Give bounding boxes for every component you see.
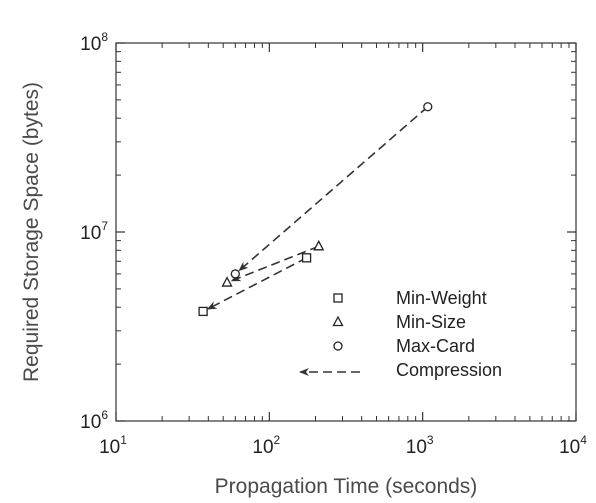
compression-arrow <box>230 245 320 282</box>
legend-label: Min-Size <box>396 312 466 332</box>
y-tick-label: 108 <box>80 30 108 55</box>
x-axis-ticks: 101 102 103 104 <box>99 43 587 458</box>
compression-arrow <box>238 106 429 272</box>
compression-arrow <box>206 257 307 310</box>
point-square <box>301 253 312 263</box>
point-triangle <box>313 239 325 251</box>
y-axis-title: Required Storage Space (bytes) <box>20 82 43 382</box>
point-circle <box>423 102 433 112</box>
y-tick-label: 106 <box>80 408 108 433</box>
y-axis-ticks: 106 107 108 <box>80 30 576 433</box>
x-tick-label: 102 <box>252 433 280 458</box>
legend-marker-square <box>333 293 343 303</box>
point-circle <box>230 269 240 279</box>
compression-arrows <box>206 106 429 310</box>
x-tick-label: 101 <box>99 433 127 458</box>
x-tick-label: 103 <box>406 433 434 458</box>
legend: Min-Weight Min-Size Max-Card Compression <box>299 288 502 380</box>
x-tick-label: 104 <box>559 433 587 458</box>
x-axis-title: Propagation Time (seconds) <box>215 475 478 498</box>
legend-label: Compression <box>396 360 502 380</box>
legend-marker-triangle <box>332 315 344 327</box>
plot-frame <box>115 42 577 422</box>
legend-label: Max-Card <box>396 336 475 356</box>
legend-marker-circle <box>333 341 343 351</box>
point-square <box>198 306 208 317</box>
point-triangle <box>221 276 233 287</box>
y-tick-label: 107 <box>80 219 108 244</box>
data-points <box>198 102 433 317</box>
legend-label: Min-Weight <box>396 288 487 308</box>
